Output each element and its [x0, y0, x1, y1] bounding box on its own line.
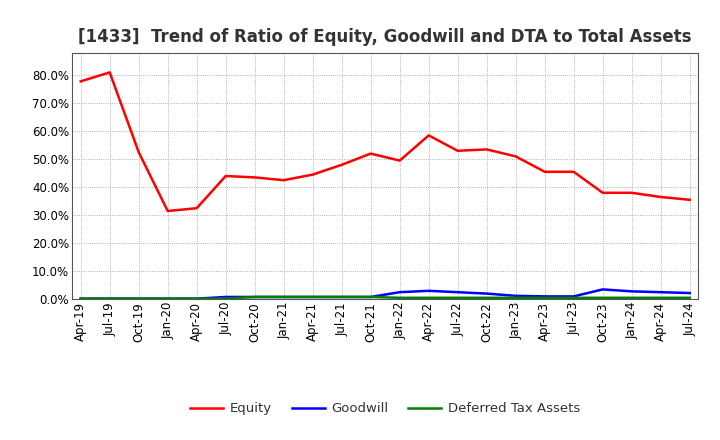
- Goodwill: [76, 296, 85, 301]
- Goodwill: [424, 288, 433, 293]
- Line: Deferred Tax Assets: Deferred Tax Assets: [81, 297, 690, 299]
- Deferred Tax Assets: [395, 295, 404, 301]
- Equity: [76, 79, 85, 84]
- Deferred Tax Assets: [627, 295, 636, 301]
- Equity: [135, 150, 143, 155]
- Goodwill: [135, 296, 143, 301]
- Goodwill: [338, 294, 346, 300]
- Equity: [251, 175, 259, 180]
- Equity: [454, 148, 462, 154]
- Equity: [482, 147, 491, 152]
- Deferred Tax Assets: [279, 294, 288, 300]
- Goodwill: [598, 287, 607, 292]
- Deferred Tax Assets: [76, 296, 85, 301]
- Deferred Tax Assets: [657, 295, 665, 301]
- Deferred Tax Assets: [424, 295, 433, 301]
- Equity: [424, 133, 433, 138]
- Goodwill: [105, 296, 114, 301]
- Goodwill: [627, 289, 636, 294]
- Title: [1433]  Trend of Ratio of Equity, Goodwill and DTA to Total Assets: [1433] Trend of Ratio of Equity, Goodwil…: [78, 28, 692, 46]
- Goodwill: [511, 293, 520, 298]
- Equity: [570, 169, 578, 174]
- Deferred Tax Assets: [192, 296, 201, 301]
- Deferred Tax Assets: [511, 295, 520, 301]
- Equity: [221, 173, 230, 179]
- Equity: [627, 190, 636, 195]
- Goodwill: [395, 290, 404, 295]
- Legend: Equity, Goodwill, Deferred Tax Assets: Equity, Goodwill, Deferred Tax Assets: [185, 397, 585, 421]
- Goodwill: [308, 294, 317, 300]
- Deferred Tax Assets: [685, 295, 694, 301]
- Equity: [338, 162, 346, 168]
- Equity: [308, 172, 317, 177]
- Goodwill: [163, 296, 172, 301]
- Goodwill: [657, 290, 665, 295]
- Equity: [163, 209, 172, 214]
- Equity: [657, 194, 665, 200]
- Equity: [279, 178, 288, 183]
- Goodwill: [570, 294, 578, 299]
- Goodwill: [221, 294, 230, 300]
- Deferred Tax Assets: [308, 294, 317, 300]
- Goodwill: [251, 294, 259, 300]
- Equity: [541, 169, 549, 174]
- Equity: [105, 70, 114, 75]
- Deferred Tax Assets: [366, 294, 375, 300]
- Equity: [685, 197, 694, 202]
- Line: Goodwill: Goodwill: [81, 290, 690, 299]
- Deferred Tax Assets: [482, 295, 491, 301]
- Goodwill: [482, 291, 491, 296]
- Equity: [192, 205, 201, 211]
- Deferred Tax Assets: [221, 296, 230, 301]
- Deferred Tax Assets: [541, 295, 549, 301]
- Goodwill: [279, 294, 288, 300]
- Deferred Tax Assets: [135, 296, 143, 301]
- Deferred Tax Assets: [454, 295, 462, 301]
- Deferred Tax Assets: [251, 294, 259, 300]
- Goodwill: [366, 294, 375, 300]
- Goodwill: [541, 294, 549, 299]
- Deferred Tax Assets: [163, 296, 172, 301]
- Deferred Tax Assets: [598, 295, 607, 301]
- Goodwill: [192, 296, 201, 301]
- Deferred Tax Assets: [105, 296, 114, 301]
- Goodwill: [454, 290, 462, 295]
- Equity: [511, 154, 520, 159]
- Goodwill: [685, 290, 694, 296]
- Equity: [598, 190, 607, 195]
- Equity: [366, 151, 375, 156]
- Deferred Tax Assets: [570, 295, 578, 301]
- Line: Equity: Equity: [81, 73, 690, 211]
- Deferred Tax Assets: [338, 294, 346, 300]
- Equity: [395, 158, 404, 163]
